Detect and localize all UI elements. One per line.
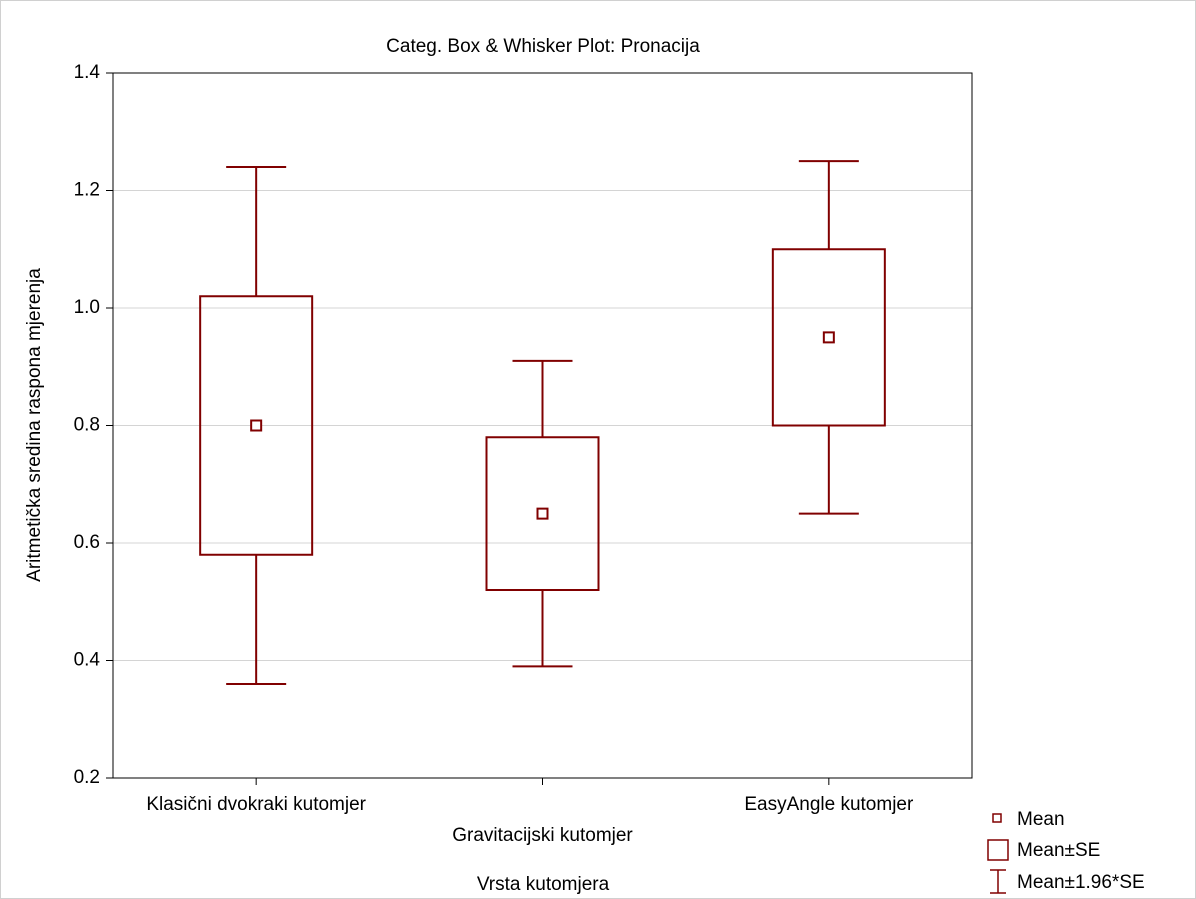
se-box [199, 295, 314, 556]
x-tick-label: EasyAngle kutomjer [744, 794, 914, 815]
y-tick-label: 0.8 [74, 415, 100, 436]
x-axis-label: Vrsta kutomjera [477, 874, 610, 895]
mean-marker [536, 507, 549, 520]
legend-mean-icon [992, 813, 1002, 823]
y-tick-label: 1.2 [74, 180, 100, 201]
se-box [771, 248, 886, 427]
legend-label: Mean [1017, 809, 1065, 830]
legend-box-icon [987, 839, 1009, 861]
chart-title: Categ. Box & Whisker Plot: Pronacija [386, 36, 700, 57]
legend-label: Mean±SE [1017, 840, 1100, 861]
y-tick-label: 1.0 [74, 297, 100, 318]
y-tick-label: 0.2 [74, 767, 100, 788]
legend-label: Mean±1.96*SE [1017, 872, 1145, 893]
y-tick-label: 0.6 [74, 532, 100, 553]
x-tick-label: Klasični dvokraki kutomjer [146, 794, 366, 815]
x-tick-label: Gravitacijski kutomjer [452, 825, 633, 846]
y-tick-label: 0.4 [74, 650, 101, 671]
y-axis-label: Aritmetička sredina raspona mjerenja [24, 268, 45, 582]
mean-marker [250, 419, 263, 432]
mean-marker [822, 331, 835, 344]
y-tick-label: 1.4 [74, 62, 101, 83]
se-box [485, 436, 600, 591]
